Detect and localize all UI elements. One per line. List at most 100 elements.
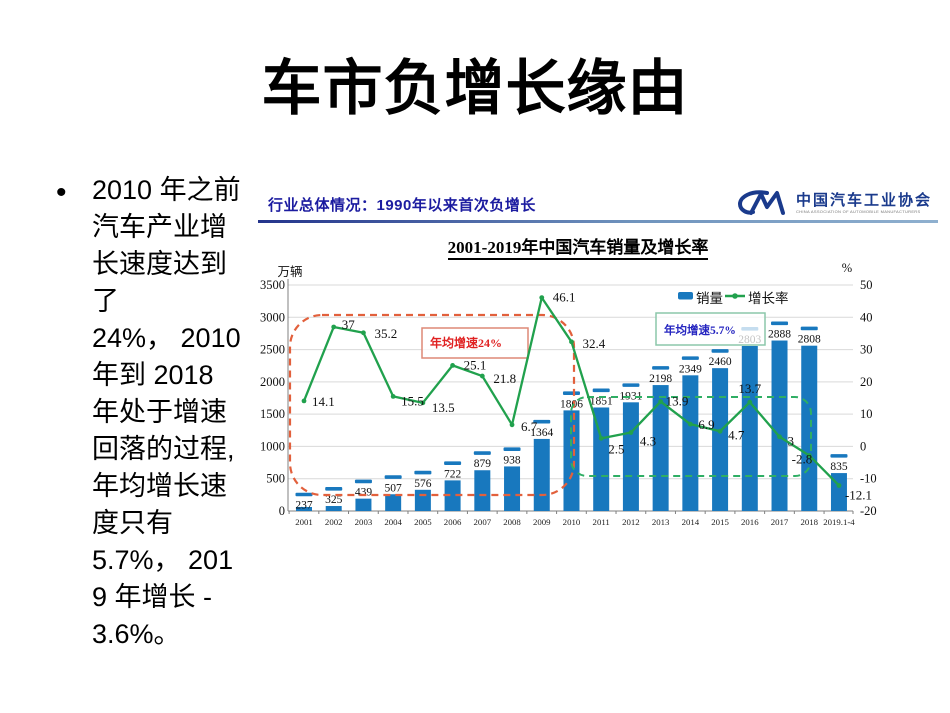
growth-point-2011 (598, 435, 604, 441)
x-tick-label: 2007 (474, 517, 492, 527)
x-tick-label: 2011 (593, 517, 610, 527)
bar-marker-2012 (622, 383, 640, 387)
y-left-tick: 3000 (260, 310, 285, 324)
annotation-box (655, 312, 766, 346)
chart-title: 2001-2019年中国汽车销量及增长率 (258, 233, 898, 260)
bar-marker-2002 (325, 487, 343, 491)
bar-2011 (593, 407, 610, 511)
annotation-text: 年均增速24% (430, 335, 502, 350)
growth-point-2019.1-4 (836, 483, 842, 488)
bar-2003 (355, 498, 372, 511)
y-right-tick: -20 (860, 504, 877, 518)
x-tick-label: 2001 (295, 517, 313, 527)
x-tick-label: 2002 (325, 517, 343, 527)
chart-panel: 行业总体情况：1990年以来首次负增长 中国汽车工业协会 CHINA ASSOC… (258, 186, 938, 550)
growth-value-label: 25.1 (464, 357, 487, 372)
y-right-unit: % (842, 261, 852, 275)
y-right-tick: 10 (860, 407, 873, 421)
y-right-tick: 0 (860, 439, 866, 453)
y-right-tick: 40 (860, 310, 873, 324)
chart-panel-header: 行业总体情况：1990年以来首次负增长 中国汽车工业协会 CHINA ASSOC… (258, 186, 938, 220)
growth-value-label: 4.7 (728, 427, 745, 442)
x-tick-label: 2012 (622, 517, 640, 527)
growth-point-2009 (539, 295, 545, 300)
y-right-tick: 20 (860, 375, 873, 389)
bar-value-label: 2808 (798, 334, 821, 346)
x-tick-label: 2016 (741, 517, 759, 527)
growth-value-label: 46.1 (553, 290, 576, 305)
bullet-text: 2010 年之前 汽车产业增 长速度达到 了 24%， 2010 年到 2018… (92, 175, 241, 649)
avg-growth-region-2010-2018 (570, 396, 812, 477)
bar-2001 (296, 507, 312, 511)
bar-value-label: 237 (295, 500, 313, 512)
x-tick-label: 2017 (771, 517, 789, 527)
bar-value-label: 938 (503, 454, 521, 466)
bar-marker-2014 (681, 356, 699, 360)
growth-value-label: 13.5 (432, 400, 455, 415)
growth-point-2008 (509, 422, 515, 428)
bar-value-label: 1851 (590, 395, 613, 407)
x-tick-label: 2008 (503, 517, 521, 527)
bar-marker-2008 (503, 447, 521, 452)
bar-value-label: 576 (414, 478, 432, 490)
bar-2010 (563, 410, 580, 511)
growth-point-2005 (420, 400, 426, 406)
growth-point-2004 (390, 393, 396, 399)
growth-value-label: 32.4 (582, 336, 605, 351)
bar-2017 (771, 340, 788, 511)
growth-point-2014 (687, 421, 693, 427)
y-left-tick: 3500 (260, 278, 285, 292)
bar-marker-2001 (295, 492, 313, 497)
bar-2018 (801, 345, 818, 511)
y-left-tick: 0 (279, 504, 285, 518)
caam-monogram-icon (737, 190, 785, 215)
x-tick-label: 2005 (414, 517, 432, 527)
growth-value-label: 14.1 (312, 394, 335, 409)
growth-point-2015 (717, 428, 723, 434)
bar-marker-2010 (562, 391, 580, 395)
growth-point-2016 (747, 399, 753, 405)
bar-2014 (682, 375, 699, 511)
bar-value-label: 1931 (619, 390, 642, 402)
growth-point-2012 (628, 430, 634, 435)
annotation-text: 年均增速5.7% (664, 323, 736, 337)
bar-marker-2018 (800, 326, 818, 331)
caam-name-en: CHINA ASSOCIATION OF AUTOMOBILE MANUFACT… (795, 208, 921, 214)
growth-value-label: 6.9 (698, 417, 714, 432)
growth-value-label: 3 (788, 434, 795, 449)
growth-point-2010 (569, 339, 574, 345)
bar-marker-2019.1-4 (830, 454, 848, 458)
bar-value-label: 2198 (649, 373, 672, 385)
bar-2007 (474, 470, 491, 511)
page-title: 车市负增长缘由 (261, 55, 689, 122)
growth-value-label: 15.5 (401, 393, 424, 408)
growth-point-2003 (361, 330, 366, 336)
growth-point-2006 (450, 362, 455, 368)
bar-marker-2007 (473, 451, 491, 455)
x-tick-label: 2006 (444, 517, 462, 527)
x-tick-label: 2004 (384, 517, 402, 527)
y-left-tick: 500 (266, 472, 285, 486)
caam-logo-text: 中国汽车工业协会 CHINA ASSOCIATION OF AUTOMOBILE… (796, 193, 932, 214)
bar-2004 (385, 494, 402, 511)
bar-2013 (652, 385, 669, 511)
bar-value-label: 835 (830, 461, 848, 473)
x-tick-label: 2009 (533, 517, 551, 527)
growth-point-2001 (301, 398, 307, 404)
bar-2002 (325, 506, 342, 511)
bar-value-label: 1806 (560, 398, 583, 410)
y-right-tick: 50 (860, 278, 873, 292)
x-tick-label: 2014 (682, 517, 700, 527)
growth-value-label: 4.3 (640, 434, 656, 449)
y-right-tick: -10 (860, 472, 877, 486)
growth-point-2013 (658, 399, 664, 404)
legend-growth-marker (732, 293, 738, 299)
y-left-tick: 2000 (260, 375, 285, 389)
bar-2008 (504, 466, 521, 511)
bar-marker-2009 (533, 419, 551, 424)
bar-marker-2015 (711, 349, 729, 353)
x-tick-label: 2018 (800, 517, 818, 527)
x-tick-label: 2019.1-4 (823, 517, 855, 527)
bar-value-label: 879 (474, 458, 492, 470)
